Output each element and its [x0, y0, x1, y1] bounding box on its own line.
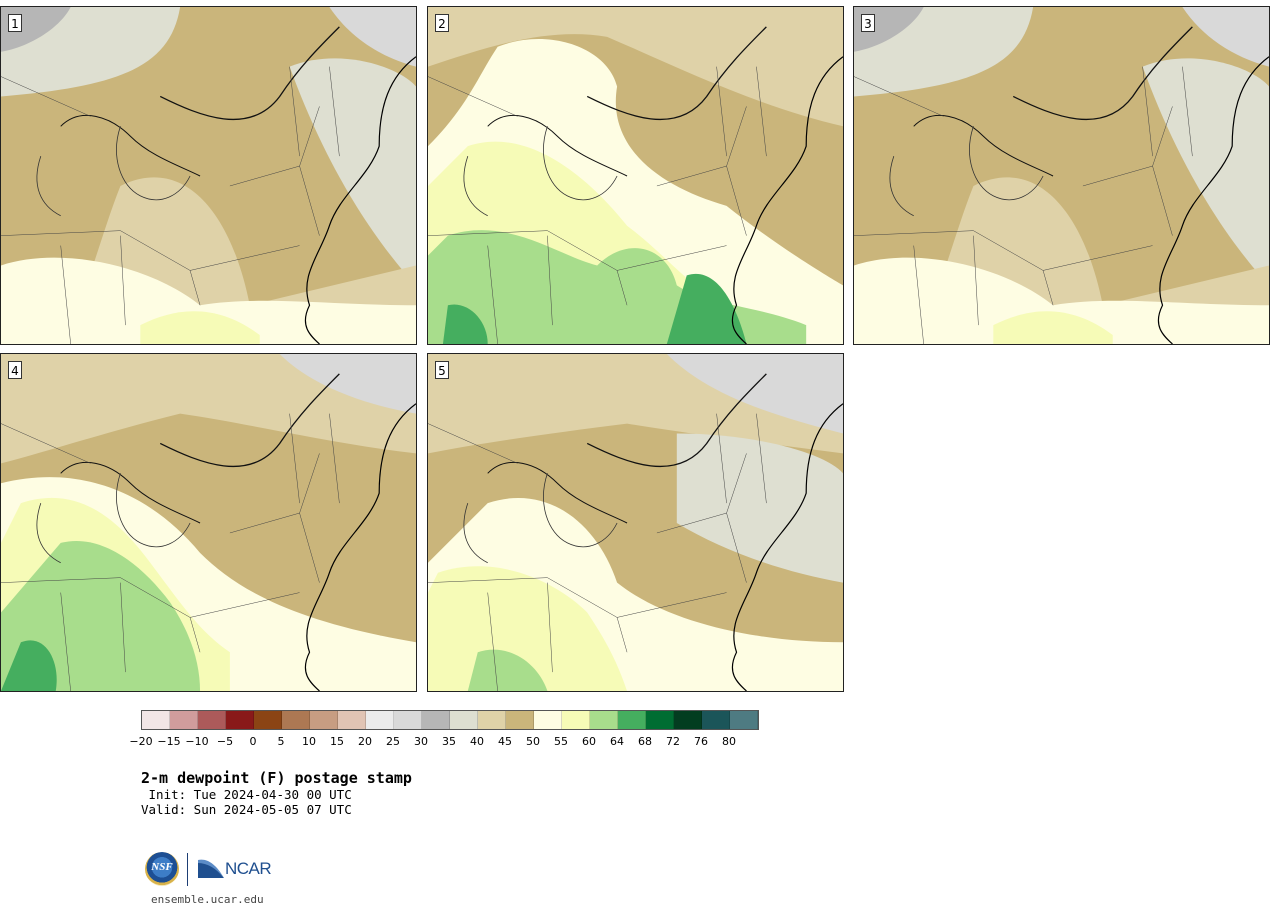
- colorbar-tick: 0: [249, 735, 257, 748]
- logo-divider: [187, 853, 188, 886]
- colorbar-tick: −10: [185, 735, 209, 748]
- colorbar-swatch: [730, 711, 758, 729]
- colorbar-tick: 76: [694, 735, 708, 748]
- colorbar-swatch: [394, 711, 422, 729]
- member-panel-5: 5: [427, 353, 844, 692]
- colorbar-swatch: [282, 711, 310, 729]
- panel-number-5: 5: [435, 361, 449, 379]
- ncar-logo-icon: [198, 859, 224, 878]
- colorbar-tick-labels: −20 −15 −10 −5 0 5 10 15 20 25 30 35 40 45 50 55 60 64 68 7…: [129, 735, 761, 749]
- colorbar-tick: 30: [414, 735, 428, 748]
- member-panel-2: 2: [427, 6, 844, 345]
- colorbar-tick: 55: [554, 735, 568, 748]
- nsf-logo-text: NSF: [151, 861, 173, 873]
- colorbar-tick: 68: [638, 735, 652, 748]
- colorbar-swatch: [674, 711, 702, 729]
- colorbar-swatch: [534, 711, 562, 729]
- colorbar-tick: 20: [358, 735, 372, 748]
- colorbar-tick: 80: [722, 735, 736, 748]
- colorbar-tick: 64: [610, 735, 624, 748]
- colorbar-tick: −5: [216, 735, 234, 748]
- colorbar-tick: 25: [386, 735, 400, 748]
- colorbar-tick: 5: [277, 735, 285, 748]
- colorbar-tick: 15: [330, 735, 344, 748]
- dewpoint-map-3: [854, 7, 1269, 344]
- dewpoint-map-4: [1, 354, 416, 691]
- colorbar-swatch: [702, 711, 730, 729]
- colorbar-swatch: [618, 711, 646, 729]
- colorbar-swatch: [422, 711, 450, 729]
- sponsor-logos: NSF NCAR: [145, 852, 280, 888]
- colorbar-tick: 60: [582, 735, 596, 748]
- valid-time: Valid: Sun 2024-05-05 07 UTC: [141, 802, 352, 817]
- nsf-logo-icon: [145, 852, 179, 886]
- member-panel-1: 1: [0, 6, 417, 345]
- colorbar-tick: 45: [498, 735, 512, 748]
- colorbar-tick: 10: [302, 735, 316, 748]
- colorbar-swatch: [198, 711, 226, 729]
- colorbar-swatch: [142, 711, 170, 729]
- panel-number-3: 3: [861, 14, 875, 32]
- colorbar-swatch: [590, 711, 618, 729]
- dewpoint-map-2: [428, 7, 843, 344]
- colorbar-swatch: [478, 711, 506, 729]
- member-panel-3: 3: [853, 6, 1270, 345]
- colorbar-swatch: [506, 711, 534, 729]
- colorbar-swatch: [338, 711, 366, 729]
- colorbar-swatch: [646, 711, 674, 729]
- colorbar-swatch: [310, 711, 338, 729]
- panel-number-1: 1: [8, 14, 22, 32]
- colorbar-swatch: [226, 711, 254, 729]
- member-panel-4: 4: [0, 353, 417, 692]
- ncar-logo-text: NCAR: [225, 859, 272, 878]
- colorbar: [141, 710, 759, 730]
- panel-number-2: 2: [435, 14, 449, 32]
- colorbar-swatch: [562, 711, 590, 729]
- colorbar-swatch: [366, 711, 394, 729]
- colorbar-swatch: [254, 711, 282, 729]
- colorbar-tick: 50: [526, 735, 540, 748]
- colorbar-swatch: [450, 711, 478, 729]
- colorbar-tick: 40: [470, 735, 484, 748]
- colorbar-tick: 35: [442, 735, 456, 748]
- plot-title: 2-m dewpoint (F) postage stamp: [141, 769, 412, 787]
- colorbar-tick: 72: [666, 735, 680, 748]
- colorbar-swatch: [170, 711, 198, 729]
- dewpoint-map-1: [1, 7, 416, 344]
- dewpoint-map-5: [428, 354, 843, 691]
- site-url: ensemble.ucar.edu: [151, 893, 264, 906]
- colorbar-tick: −15: [157, 735, 181, 748]
- colorbar-tick: −20: [129, 735, 153, 748]
- init-time: Init: Tue 2024-04-30 00 UTC: [141, 787, 352, 802]
- panel-number-4: 4: [8, 361, 22, 379]
